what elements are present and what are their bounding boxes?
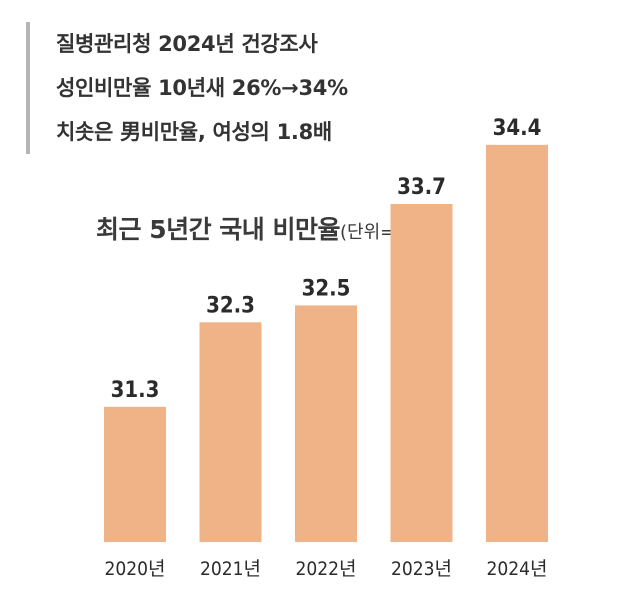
value-label-2021년: 32.3: [206, 293, 255, 318]
headline-line-2: 성인비만율 10년새 26%→34%: [56, 76, 348, 100]
category-label-2023년: 2023년: [391, 558, 452, 580]
category-label-2021년: 2021년: [200, 558, 261, 580]
category-label-2022년: 2022년: [296, 558, 357, 580]
bar-2021년: [199, 322, 262, 542]
bar-2023년: [390, 204, 453, 542]
headline-quote-block: 질병관리청 2024년 건강조사 성인비만율 10년새 26%→34% 치솟은 …: [26, 22, 348, 154]
value-label-2023년: 33.7: [397, 175, 446, 200]
value-label-2022년: 32.5: [302, 276, 351, 301]
category-label-2024년: 2024년: [487, 558, 548, 580]
category-label-2020년: 2020년: [105, 558, 166, 580]
headline-line-1: 질병관리청 2024년 건강조사: [56, 32, 318, 56]
chart-title: 최근 5년간 국내 비만율: [96, 215, 341, 244]
value-label-2024년: 34.4: [493, 116, 542, 141]
bar-2020년: [104, 406, 166, 542]
bar-2024년: [486, 144, 548, 542]
headline-line-3: 치솟은 男비만율, 여성의 1.8배: [56, 120, 332, 144]
bar-2022년: [295, 305, 357, 542]
value-label-2020년: 31.3: [111, 378, 160, 403]
